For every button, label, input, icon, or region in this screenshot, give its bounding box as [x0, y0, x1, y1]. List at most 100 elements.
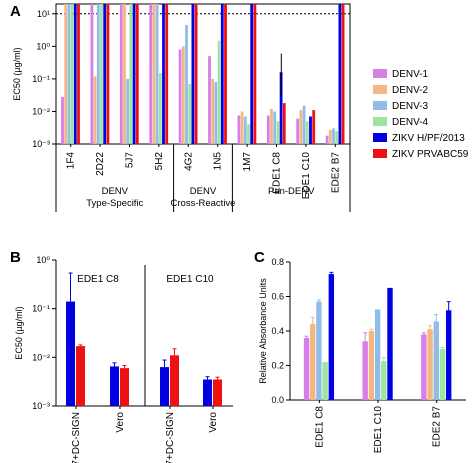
bar-c [381, 361, 387, 400]
bar-a [217, 40, 221, 144]
category-label-a: 1N5 [213, 152, 224, 171]
bar-a [103, 4, 107, 144]
bar-a [237, 115, 241, 144]
legend-label-a: DENV-4 [392, 117, 429, 128]
bar-a [296, 118, 300, 144]
bar-a [279, 72, 283, 144]
bar-a [67, 4, 71, 144]
y-tick-label-c: 0.8 [271, 257, 284, 267]
category-label-a: 4G2 [183, 152, 194, 171]
bar-a [208, 56, 211, 145]
bar-a [158, 73, 162, 144]
bar-a [220, 4, 224, 144]
y-axis-label-a: EC50 (µg/ml) [12, 47, 22, 100]
legend-label-a: ZIKV PRVABC59 [392, 149, 469, 160]
legend-swatch-a [373, 85, 387, 94]
bar-a [155, 4, 159, 144]
bar-a [129, 4, 133, 144]
bar-a [325, 135, 329, 144]
bar-c [368, 331, 375, 400]
panel-b-label: B [10, 249, 21, 266]
group-label-a: Pan-DENV [268, 186, 315, 197]
bar-b [120, 368, 129, 406]
bar-b [76, 346, 85, 406]
bar-a [243, 116, 247, 144]
panel-a-frame [55, 3, 351, 145]
y-tick-label-c: 0.6 [271, 292, 284, 302]
bar-c [374, 309, 381, 400]
bar-c [445, 310, 452, 400]
bar-a [273, 111, 277, 144]
bar-a [328, 129, 332, 144]
bar-a [106, 4, 110, 144]
category-label-a: 1M7 [242, 152, 253, 172]
bar-a [338, 4, 342, 144]
y-tick-label-b: 10⁰ [36, 255, 50, 265]
legend-swatch-a [373, 117, 387, 126]
bar-a [305, 121, 309, 144]
y-tick-label-a: 10⁰ [36, 41, 50, 51]
group-label-a: DENV [190, 186, 217, 197]
legend-swatch-a [373, 101, 387, 110]
category-label-a: 1F4 [66, 152, 77, 170]
bar-a [282, 103, 286, 144]
group-label-a: Cross-Reactive [171, 198, 236, 209]
bar-a [191, 4, 195, 144]
bar-a [276, 121, 280, 144]
y-tick-label-a: 10¹ [37, 9, 50, 19]
subgroup-title-b: EDE1 C10 [166, 274, 214, 285]
bar-a [123, 4, 126, 144]
bar-a [70, 4, 74, 144]
bar-a [270, 108, 273, 144]
category-label-c: EDE2 B7 [432, 406, 443, 448]
bar-c [387, 287, 393, 400]
y-tick-label-b: 10⁻² [32, 352, 50, 362]
bar-c [421, 334, 427, 400]
bar-a [119, 4, 123, 144]
legend-label-a: ZIKV H/PF/2013 [392, 133, 465, 144]
bar-a [247, 124, 250, 144]
group-label-a: DENV [102, 186, 129, 197]
bar-a [194, 4, 198, 144]
bar-b [203, 379, 212, 406]
y-axis-label-c: Relative Absorbance Units [258, 278, 268, 384]
bar-c [362, 341, 368, 400]
category-label-a: 2D22 [95, 152, 106, 176]
bar-a [312, 110, 316, 144]
bar-a [132, 4, 136, 144]
y-tick-label-a: 10⁻³ [32, 139, 50, 149]
category-label-c: EDE1 C10 [373, 406, 384, 454]
bar-a [309, 116, 312, 144]
bar-c [310, 324, 316, 400]
category-label-a: 5J7 [125, 152, 136, 169]
bar-c [303, 337, 310, 400]
bar-a [253, 4, 257, 144]
bar-a [100, 4, 103, 144]
category-label-b: Vero [115, 412, 126, 433]
bar-a [73, 4, 77, 144]
category-label-a: 5H2 [154, 152, 165, 171]
bar-a [162, 4, 165, 144]
bar-b [66, 301, 75, 406]
bar-a [188, 83, 192, 144]
legend-label-a: DENV-1 [392, 69, 429, 80]
bar-a [178, 49, 182, 144]
bar-a [211, 78, 215, 144]
legend-swatch-a [373, 133, 387, 142]
y-tick-label-c: 0.2 [271, 361, 284, 371]
bar-a [77, 4, 80, 144]
bar-a [61, 96, 64, 144]
y-tick-label-c: 0.4 [271, 326, 284, 336]
bar-c [316, 301, 322, 400]
legend-label-a: DENV-2 [392, 85, 429, 96]
bar-a [126, 78, 130, 144]
category-label-a: EDE2 B7 [330, 152, 341, 194]
legend-swatch-a [373, 149, 387, 158]
bar-a [335, 131, 339, 144]
y-tick-label-a: 10⁻² [32, 106, 50, 116]
category-label-b: U937+DC-SIGN [165, 412, 176, 463]
bar-a [181, 46, 185, 145]
bar-a [341, 4, 345, 144]
y-axis-label-b: EC50 (µg/ml) [14, 306, 24, 359]
